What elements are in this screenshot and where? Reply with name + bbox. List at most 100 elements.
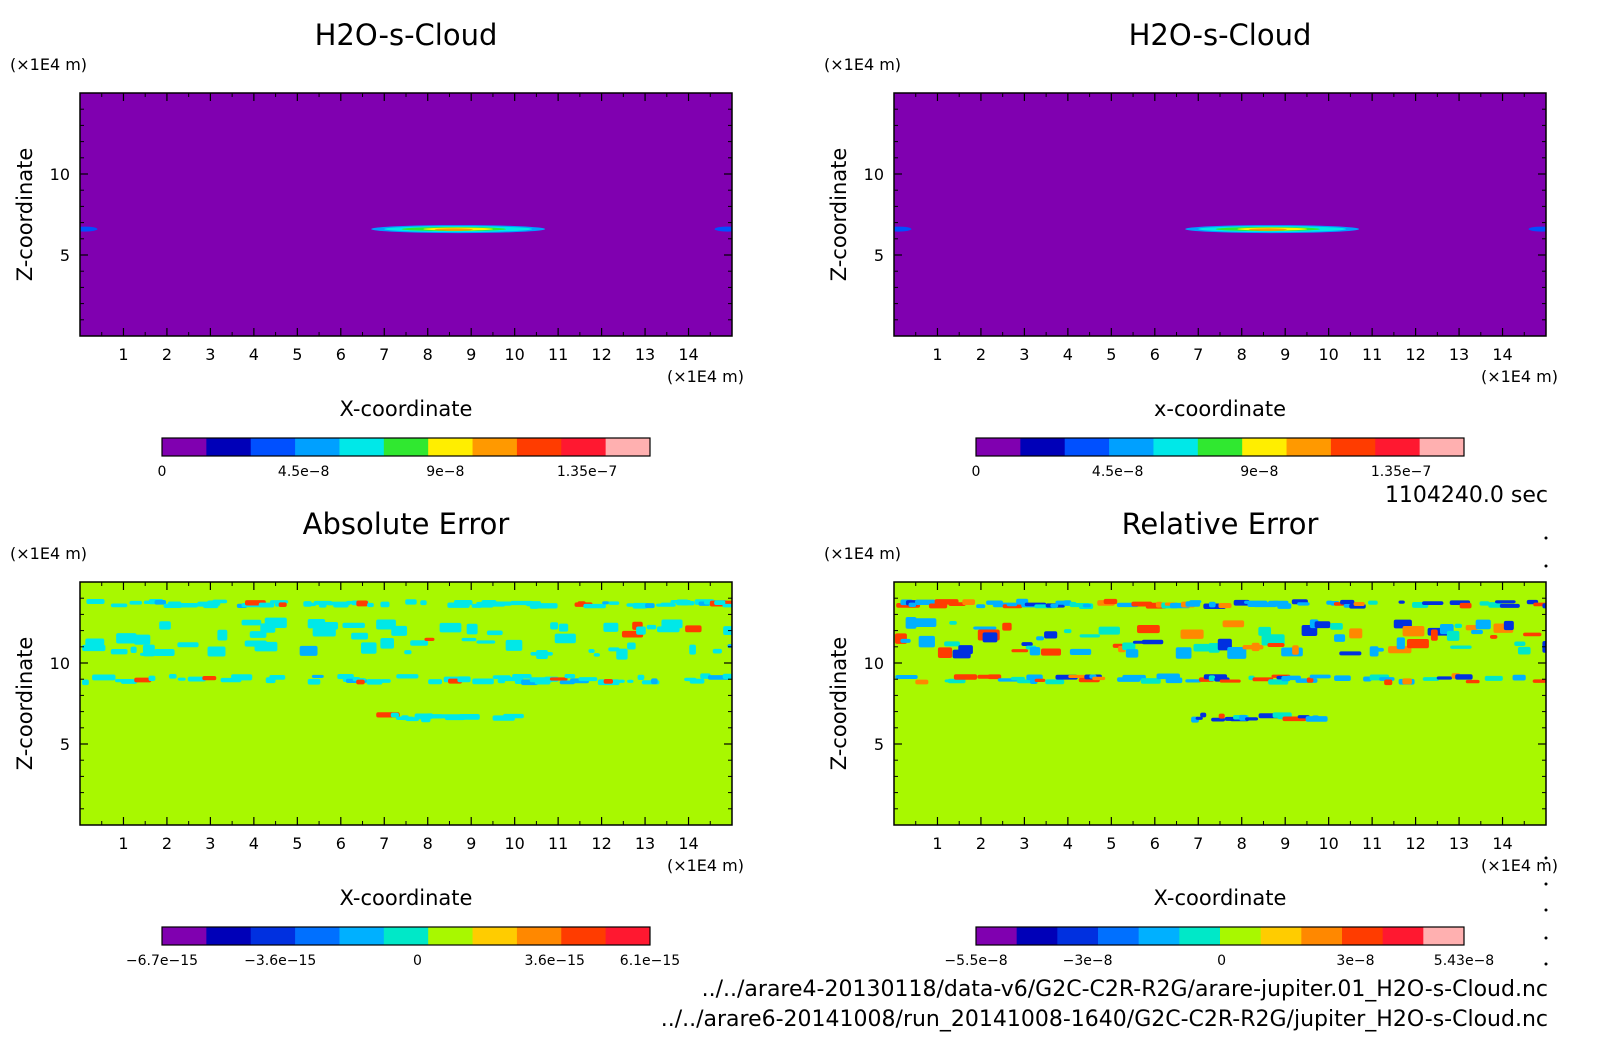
y-tick-label: 5 <box>60 246 70 265</box>
time-label: 1104240.0 sec <box>1385 483 1548 508</box>
x-tick-label: 5 <box>1106 834 1116 853</box>
error-patch <box>177 677 186 681</box>
error-patch <box>918 635 935 648</box>
error-patch <box>82 679 89 686</box>
error-patch <box>110 603 128 608</box>
colorbar-swatch <box>339 927 385 945</box>
error-patch <box>660 602 675 606</box>
x-tick-label: 14 <box>1492 345 1512 364</box>
error-patch <box>1314 621 1331 629</box>
colorbar-swatch <box>383 438 429 456</box>
colorbar-tick-label: 1.35e−7 <box>557 464 617 480</box>
error-patch <box>476 640 496 644</box>
error-patch <box>1258 626 1272 636</box>
panel-title: Absolute Error <box>303 507 510 541</box>
colorbar: 0 4.5e−8 9e−8 1.35e−7 <box>972 437 1465 480</box>
error-patch <box>1200 712 1207 718</box>
x-axis-label: X-coordinate <box>340 397 473 421</box>
x-tick-label: 13 <box>635 345 655 364</box>
x-tick-label: 13 <box>1449 834 1469 853</box>
error-patch <box>177 603 199 608</box>
y-axis-label: Z-coordinate <box>13 148 37 282</box>
error-patch <box>689 678 705 684</box>
error-patch <box>258 602 275 608</box>
x-tick-label: 4 <box>249 345 259 364</box>
colorbar-swatch <box>1064 438 1110 456</box>
error-patch <box>953 674 978 680</box>
error-patch <box>550 622 559 630</box>
plot-area <box>894 93 1546 336</box>
y-tick-label: 10 <box>50 165 70 184</box>
error-band-1 <box>896 598 1546 610</box>
x-tick-label: 11 <box>548 345 568 364</box>
x-tick-label: 7 <box>379 345 389 364</box>
error-patch <box>1165 677 1183 684</box>
error-patch <box>617 679 625 683</box>
error-patch <box>646 624 657 630</box>
error-patch <box>1036 636 1045 641</box>
y-axis-label: Z-coordinate <box>13 637 37 771</box>
error-patch <box>982 632 998 643</box>
plot-area <box>80 93 732 336</box>
colorbar-swatch <box>1098 927 1140 945</box>
error-patch <box>212 599 228 604</box>
error-patch <box>134 677 152 683</box>
cloud-core <box>1248 228 1287 231</box>
colorbar-frame <box>161 926 651 946</box>
error-patch <box>154 648 175 657</box>
colorbar-tick-label: 0 <box>158 464 167 480</box>
error-patch <box>154 600 167 605</box>
colorbar: 0 4.5e−8 9e−8 1.35e−7 <box>158 437 651 480</box>
colorbar-swatch <box>1342 927 1384 945</box>
error-patch <box>217 629 228 641</box>
colorbar-tick-label: −5.5e−8 <box>944 953 1007 969</box>
colorbar-swatch <box>1423 927 1465 945</box>
dot-mark <box>1544 564 1548 568</box>
error-patch <box>1239 714 1248 721</box>
error-patch <box>1402 678 1412 685</box>
error-patch <box>345 600 353 605</box>
x-tick-label: 14 <box>1492 834 1512 853</box>
error-patch <box>727 644 732 648</box>
error-patch <box>603 622 619 632</box>
error-patch <box>1353 602 1365 606</box>
error-patch <box>1189 600 1202 604</box>
colorbar-swatch <box>1138 927 1180 945</box>
panel-4: Relative Error(×1E4 m)1 2 3 4 5 6 7 8 9 10 11 12 13 1… <box>824 507 1558 969</box>
error-patch <box>588 648 595 653</box>
x-unit-label: (×1E4 m) <box>667 856 744 875</box>
colorbar-swatch <box>1109 438 1154 456</box>
error-patch <box>360 642 377 654</box>
panel-2: H2O-s-Cloud(×1E4 m)1 2 3 4 5 6 7 8 9 10 11 12 13 14(×… <box>824 18 1558 480</box>
colorbar-swatch <box>516 438 562 456</box>
error-patch <box>949 620 957 625</box>
cloud-feature-1 <box>371 225 546 234</box>
dot-mark <box>1544 936 1548 940</box>
colorbar-swatch <box>1016 927 1058 945</box>
x-tick-label: 12 <box>591 345 611 364</box>
colorbar-frame <box>975 437 1465 457</box>
error-patch <box>1479 601 1490 606</box>
error-patch <box>549 677 568 681</box>
error-patch <box>1349 628 1363 639</box>
y-tick-label: 5 <box>874 735 884 754</box>
error-patch <box>1339 651 1362 656</box>
x-tick-label: 7 <box>379 834 389 853</box>
colorbar-swatch <box>1020 438 1066 456</box>
x-tick-label: 10 <box>1318 834 1338 853</box>
error-patch <box>1373 647 1384 652</box>
colorbar-swatch <box>206 438 252 456</box>
x-tick-label: 11 <box>1362 834 1382 853</box>
x-tick-label: 9 <box>1280 345 1290 364</box>
error-patch <box>1002 622 1012 631</box>
error-patch <box>220 677 242 683</box>
x-tick-label: 12 <box>591 834 611 853</box>
cloud-feature-1 <box>1185 225 1360 234</box>
x-tick-label: 9 <box>466 834 476 853</box>
error-patch <box>627 679 634 683</box>
error-patch <box>1292 645 1299 655</box>
error-patch <box>616 648 628 660</box>
x-tick-label: 10 <box>1318 345 1338 364</box>
error-patch <box>1251 642 1260 652</box>
error-patch <box>503 713 524 719</box>
